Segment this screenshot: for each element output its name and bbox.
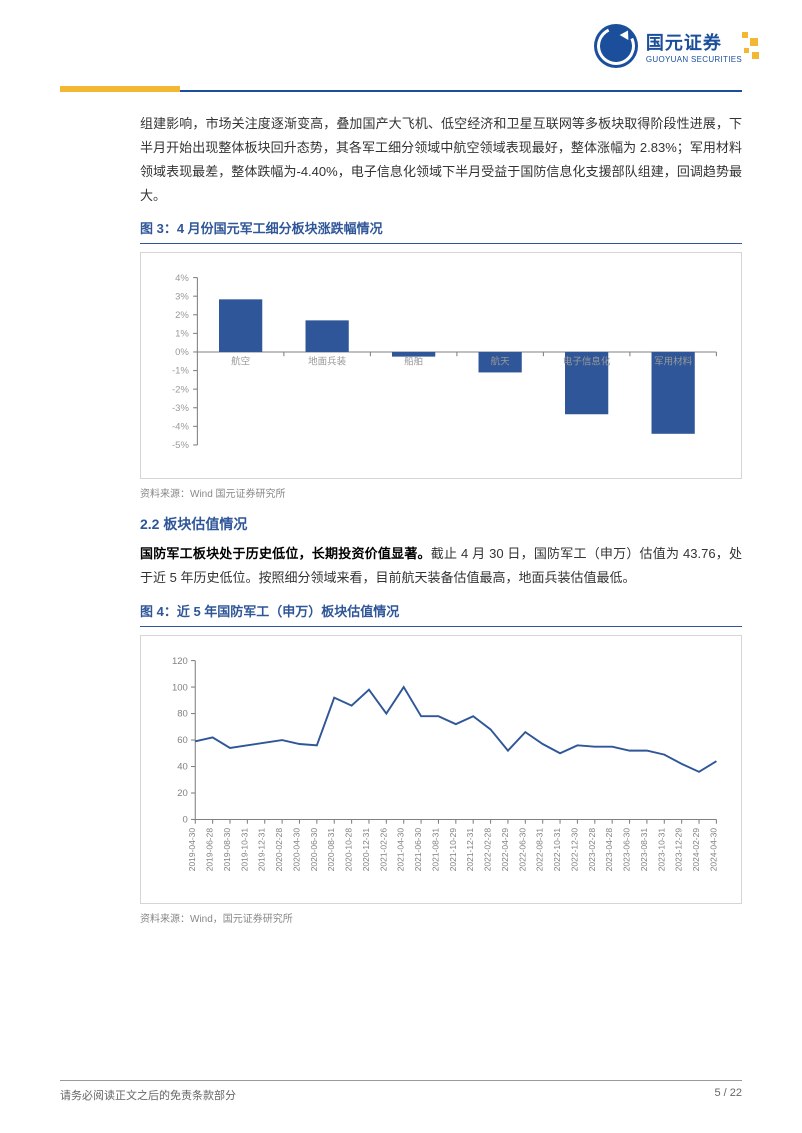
logo-cn-text: 国元证券 — [646, 29, 742, 55]
svg-text:2020-06-30: 2020-06-30 — [309, 827, 319, 871]
figure4-chart: 0 20 40 60 80 100 120 2019-04-30 2019-06-28 2019-… — [140, 635, 742, 905]
svg-text:2021-12-31: 2021-12-31 — [465, 827, 475, 871]
svg-text:2021-02-26: 2021-02-26 — [378, 827, 388, 871]
svg-text:0%: 0% — [175, 347, 189, 358]
intro-paragraph: 组建影响，市场关注度逐渐变高，叠加国产大飞机、低空经济和卫星互联网等多板块取得阶… — [140, 112, 742, 208]
figure3-svg: -5% -4% -3% -2% -1% 0% 1% 2% 3% 4% 航空 地面兵装 船舶 航天 电子信息化… — [155, 267, 727, 468]
svg-text:2019-12-31: 2019-12-31 — [257, 827, 267, 871]
page-header: 国元证券 GUOYUAN SECURITIES — [0, 0, 802, 92]
svg-text:航空: 航空 — [231, 356, 250, 368]
svg-text:地面兵装: 地面兵装 — [308, 356, 347, 368]
svg-text:2%: 2% — [175, 310, 189, 321]
svg-text:2020-08-31: 2020-08-31 — [326, 827, 336, 871]
logo-mark-icon — [594, 24, 638, 68]
section-2-2-heading: 2.2 板块估值情况 — [140, 514, 742, 534]
svg-text:-4%: -4% — [172, 422, 189, 433]
figure3-chart: -5% -4% -3% -2% -1% 0% 1% 2% 3% 4% 航空 地面兵装 船舶 航天 电子信息化… — [140, 252, 742, 479]
svg-text:2022-06-30: 2022-06-30 — [517, 827, 527, 871]
svg-text:-5%: -5% — [172, 440, 189, 451]
logo-en-text: GUOYUAN SECURITIES — [646, 55, 742, 64]
svg-text:4%: 4% — [175, 273, 189, 284]
logo-squares-icon — [742, 32, 762, 60]
svg-text:40: 40 — [177, 761, 188, 772]
svg-text:60: 60 — [177, 735, 188, 746]
page-content: 组建影响，市场关注度逐渐变高，叠加国产大飞机、低空经济和卫星互联网等多板块取得阶… — [140, 112, 742, 1073]
svg-text:2023-06-30: 2023-06-30 — [622, 827, 632, 871]
svg-text:2023-12-29: 2023-12-29 — [674, 827, 684, 871]
svg-text:2023-08-31: 2023-08-31 — [639, 827, 649, 871]
svg-text:2022-02-28: 2022-02-28 — [483, 827, 493, 871]
footer-disclaimer: 请务必阅读正文之后的免责条款部分 — [60, 1087, 236, 1103]
svg-text:2022-04-29: 2022-04-29 — [500, 827, 510, 871]
svg-text:2019-10-31: 2019-10-31 — [239, 827, 249, 871]
svg-text:2024-04-30: 2024-04-30 — [708, 827, 718, 871]
svg-text:3%: 3% — [175, 292, 189, 303]
figure4-svg: 0 20 40 60 80 100 120 2019-04-30 2019-06-28 2019-… — [155, 650, 727, 894]
svg-text:1%: 1% — [175, 329, 189, 340]
brand-logo: 国元证券 GUOYUAN SECURITIES — [594, 24, 742, 68]
svg-text:2019-04-30: 2019-04-30 — [187, 827, 197, 871]
svg-text:2020-02-28: 2020-02-28 — [274, 827, 284, 871]
svg-text:-1%: -1% — [172, 366, 189, 377]
svg-text:2022-10-31: 2022-10-31 — [552, 827, 562, 871]
svg-text:2023-04-28: 2023-04-28 — [604, 827, 614, 871]
svg-text:2024-02-29: 2024-02-29 — [691, 827, 701, 871]
svg-text:2019-08-30: 2019-08-30 — [222, 827, 232, 871]
svg-text:2023-10-31: 2023-10-31 — [656, 827, 666, 871]
figure3-source: 资料来源：Wind 国元证券研究所 — [140, 485, 742, 500]
svg-text:电子信息化: 电子信息化 — [563, 356, 611, 368]
svg-text:2021-04-30: 2021-04-30 — [396, 827, 406, 871]
svg-text:-2%: -2% — [172, 385, 189, 396]
svg-text:0: 0 — [183, 814, 188, 825]
header-divider — [60, 90, 742, 92]
svg-text:2021-10-29: 2021-10-29 — [448, 827, 458, 871]
figure4-rule — [140, 626, 742, 627]
valuation-bold: 国防军工板块处于历史低位，长期投资价值显著。 — [140, 546, 431, 561]
valuation-paragraph: 国防军工板块处于历史低位，长期投资价值显著。截止 4 月 30 日，国防军工（申… — [140, 542, 742, 590]
svg-text:2022-12-30: 2022-12-30 — [569, 827, 579, 871]
svg-text:80: 80 — [177, 708, 188, 719]
svg-text:2021-06-30: 2021-06-30 — [413, 827, 423, 871]
svg-text:2022-08-31: 2022-08-31 — [535, 827, 545, 871]
figure4-source: 资料来源：Wind，国元证券研究所 — [140, 910, 742, 925]
svg-text:120: 120 — [172, 655, 188, 666]
svg-text:2021-08-31: 2021-08-31 — [430, 827, 440, 871]
svg-text:100: 100 — [172, 682, 188, 693]
page-number: 5 / 22 — [714, 1087, 742, 1103]
svg-text:2023-02-28: 2023-02-28 — [587, 827, 597, 871]
svg-text:军用材料: 军用材料 — [654, 356, 693, 368]
svg-text:2019-06-28: 2019-06-28 — [205, 827, 215, 871]
svg-text:2020-12-31: 2020-12-31 — [361, 827, 371, 871]
svg-text:-3%: -3% — [172, 403, 189, 414]
page-footer: 请务必阅读正文之后的免责条款部分 5 / 22 — [60, 1080, 742, 1103]
svg-text:2020-10-28: 2020-10-28 — [344, 827, 354, 871]
svg-text:2020-04-30: 2020-04-30 — [291, 827, 301, 871]
svg-text:船舶: 船舶 — [404, 356, 423, 368]
svg-text:航天: 航天 — [491, 356, 511, 368]
figure3-title: 图 3：4 月份国元军工细分板块涨跌幅情况 — [140, 218, 742, 237]
figure4-title: 图 4：近 5 年国防军工（申万）板块估值情况 — [140, 601, 742, 620]
svg-text:20: 20 — [177, 788, 188, 799]
figure3-rule — [140, 243, 742, 244]
